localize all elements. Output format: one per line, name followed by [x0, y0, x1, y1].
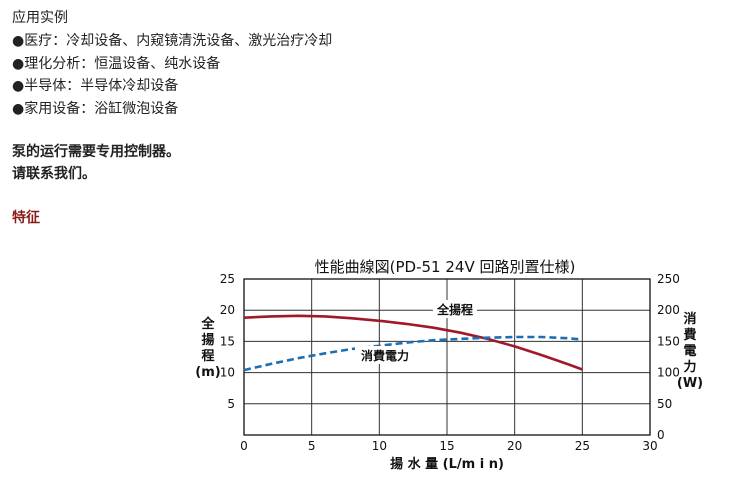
x-tick-label: 25 — [575, 439, 590, 453]
y-right-tick-label: 50 — [657, 397, 672, 411]
x-tick-label: 20 — [507, 439, 522, 453]
y-left-axis-label: (m) — [195, 365, 220, 380]
plot-frame — [243, 278, 651, 436]
x-tick-label: 10 — [372, 439, 387, 453]
series-label-background — [433, 300, 477, 318]
x-axis-label: 揚 水 量 (L/m i n) — [390, 456, 504, 472]
x-tick-label: 0 — [240, 439, 248, 453]
y-right-tick-label: 100 — [657, 366, 680, 380]
application-item-analysis: ●理化分析：恒温设备、纯水设备 — [12, 56, 221, 72]
y-left-axis-label: 程 — [201, 349, 214, 364]
controller-note: 泵的运行需要专用控制器。 — [12, 144, 180, 160]
y-right-axis-label: 消 — [683, 311, 696, 327]
bullet-icon: ● — [12, 78, 25, 94]
x-tick-label: 5 — [308, 439, 316, 453]
y-right-axis-label: 力 — [683, 359, 696, 375]
y-right-axis-label: 電 — [683, 344, 696, 359]
y-right-tick-label: 200 — [657, 303, 680, 317]
x-tick-label: 30 — [642, 439, 657, 453]
bullet-icon: ● — [12, 56, 25, 72]
y-left-tick-label: 25 — [220, 272, 235, 286]
series-line-head — [243, 314, 583, 371]
y-left-tick-label: 10 — [220, 366, 235, 380]
feature-heading: 特征 — [12, 210, 40, 226]
y-right-axis-label: 費 — [683, 327, 696, 343]
series-label-head: 全揚程 — [436, 302, 473, 317]
application-item-medical: ●医疗：冷却设备、内窥镜清洗设备、激光治疗冷却 — [12, 33, 333, 49]
bullet-icon: ● — [12, 101, 25, 117]
series-label-power: 消費電力 — [361, 348, 409, 363]
y-right-tick-label: 150 — [657, 334, 680, 348]
series-label-background — [355, 346, 415, 364]
x-tick-label: 15 — [439, 439, 454, 453]
y-left-tick-label: 5 — [227, 397, 235, 411]
y-left-axis-label: 揚 — [201, 332, 214, 348]
chart-series — [243, 314, 583, 372]
bullet-icon: ● — [12, 33, 25, 49]
y-left-axis-label: 全 — [200, 316, 215, 332]
chart-title: 性能曲線図(PD-51 24V 回路別置仕様) — [315, 258, 576, 276]
y-left-tick-label: 20 — [220, 303, 235, 317]
application-item-semiconductor: ●半导体：半导体冷却设备 — [12, 78, 179, 94]
series-line-power — [243, 335, 583, 372]
y-left-tick-label: 15 — [220, 334, 235, 348]
application-item-household: ●家用设备：浴缸微泡设备 — [12, 101, 179, 117]
contact-note: 请联系我们。 — [12, 166, 96, 182]
y-right-tick-label: 250 — [657, 272, 680, 286]
y-right-tick-label: 0 — [657, 428, 665, 442]
application-heading: 应用实例 — [12, 10, 68, 26]
y-right-axis-label: (W) — [677, 376, 703, 391]
